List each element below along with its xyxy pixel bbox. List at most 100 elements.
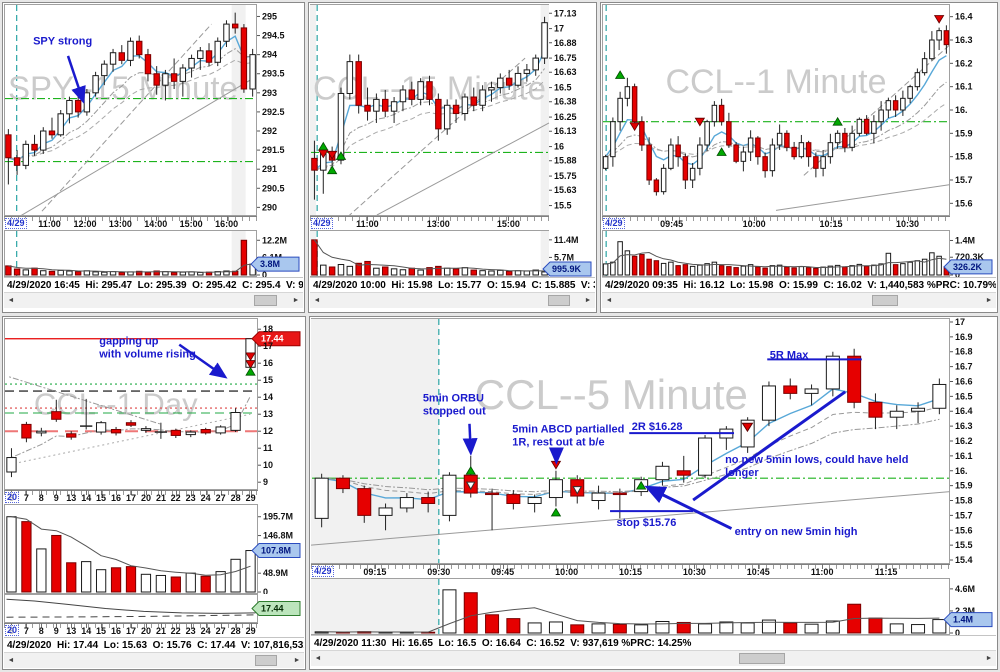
panel-spy-15min: SPY--15 Minute SPY strong 295 294.5 294 293.5…: [2, 2, 305, 313]
scroll-left-icon[interactable]: ◄: [314, 655, 322, 662]
date-link[interactable]: 4/29: [5, 218, 27, 229]
svg-text:stopped out: stopped out: [423, 406, 486, 418]
x-axis-label: 13: [66, 493, 77, 503]
x-axis-label: 10:00: [742, 219, 766, 229]
date-link[interactable]: 4/29: [603, 218, 625, 229]
moving-average-line: [605, 55, 947, 166]
x-axis-label: 10:30: [682, 567, 706, 577]
scroll-right-icon[interactable]: ►: [985, 655, 993, 662]
scroll-right-icon[interactable]: ►: [293, 657, 301, 664]
x-axis-ruler: [310, 216, 549, 221]
candles: [311, 16, 548, 200]
svg-text:995.9K: 995.9K: [552, 264, 582, 274]
trendline: [8, 376, 162, 425]
svg-text:16.1: 16.1: [955, 451, 973, 461]
svg-text:15.5: 15.5: [554, 201, 572, 211]
scroll-thumb[interactable]: [739, 653, 785, 664]
axis-price-tag: 1.4M: [943, 612, 993, 628]
indicator-chart: 17.44: [4, 594, 301, 623]
scroll-left-icon[interactable]: ◄: [313, 297, 321, 304]
svg-text:290.5: 290.5: [262, 183, 285, 193]
scroll-thumb[interactable]: [872, 295, 898, 306]
svg-text:15.88: 15.88: [554, 156, 577, 166]
price-chart: CCL--1 Minute 16.4 16.3 16.2 16.1 16. 15.9 15.8…: [602, 4, 973, 216]
x-axis-label: 11:00: [38, 219, 61, 229]
panel-ccl-5min: CCL--5 Minute 5min ORBU stopped out 5min AB…: [309, 316, 998, 670]
x-axis-label: 23: [185, 493, 196, 503]
price-chart: SPY--15 Minute SPY strong 295 294.5 294 293.5…: [4, 4, 285, 216]
svg-text:294.5: 294.5: [262, 31, 285, 41]
horizontal-scrollbar[interactable]: ◄ ►: [4, 652, 304, 668]
svg-text:gapping up: gapping up: [99, 335, 159, 347]
y-axis: 295 294.5 294 293.5 293 292.5 292 291.5 291 290.5…: [257, 11, 285, 212]
trendline: [41, 23, 212, 212]
x-axis-label: 20: [140, 626, 152, 636]
svg-text:5min ABCD partialled: 5min ABCD partialled: [512, 423, 624, 435]
price-chart: CCL--15 Minute17.131716.8816.7516.6316.5…: [310, 4, 577, 216]
x-axis-label: 20: [140, 493, 152, 503]
x-axis-label: 10:15: [819, 219, 843, 229]
x-axis-label: 8: [38, 626, 44, 636]
trendline: [775, 184, 951, 211]
horizontal-scrollbar[interactable]: ◄ ►: [310, 292, 595, 308]
axis-price-tag: 17.44: [251, 331, 301, 347]
volume-bars: [602, 241, 950, 276]
svg-text:17: 17: [554, 24, 564, 34]
price-pane: SPY--15 Minute SPY strong 295 294.5 294 293.5…: [4, 4, 303, 216]
horizontal-scrollbar[interactable]: ◄ ►: [602, 292, 996, 308]
status-bar: 4/29/2020 Hi: 17.44 Lo: 15.63 O: 15.76 C…: [4, 637, 304, 652]
svg-text:5R Max: 5R Max: [770, 350, 809, 362]
svg-text:107.8M: 107.8M: [261, 546, 291, 556]
x-axis-label: 10:00: [555, 567, 579, 577]
scroll-right-icon[interactable]: ►: [584, 297, 592, 304]
y-axis: 17.13 17 16.88 16.75 16.63 16.5 16.38 16.25 16.1…: [549, 8, 577, 211]
scroll-thumb[interactable]: [548, 295, 570, 306]
svg-text:2.3M: 2.3M: [955, 606, 975, 616]
svg-text:15.6: 15.6: [955, 198, 973, 208]
moving-average-line: [605, 102, 947, 158]
svg-text:1.4M: 1.4M: [953, 615, 973, 625]
horizontal-scrollbar[interactable]: ◄ ►: [4, 292, 303, 308]
moving-average-line: [8, 59, 253, 160]
x-axis-label: 14:00: [144, 219, 168, 229]
moving-average-line: [321, 418, 940, 493]
volume-chart: 4.6M 2.3M 0 1.4M: [311, 578, 993, 635]
moving-average-line: [605, 81, 947, 158]
horizontal-scrollbar[interactable]: ◄ ►: [311, 650, 996, 666]
svg-text:15.7: 15.7: [955, 510, 973, 520]
date-link[interactable]: 4/29: [312, 566, 334, 577]
svg-text:16.8: 16.8: [955, 347, 973, 357]
status-bar: 4/29/2020 11:30 Hi: 16.65 Lo: 16.5 O: 16…: [311, 635, 996, 650]
date-link[interactable]: 20: [5, 625, 20, 636]
axis-price-tag: 107.8M: [251, 543, 301, 559]
date-link[interactable]: 20: [5, 492, 20, 503]
svg-text:15.4: 15.4: [955, 555, 973, 564]
scroll-thumb[interactable]: [254, 295, 277, 306]
y-axis: 195.7M 146.8M 48.9M 0: [258, 512, 293, 594]
volume-chart: 195.7M 146.8M 48.9M 0 107.8M: [4, 504, 301, 594]
date-link[interactable]: 4/29: [311, 218, 333, 229]
x-axis-label: 28: [230, 493, 241, 503]
scroll-left-icon[interactable]: ◄: [7, 657, 15, 664]
scroll-thumb[interactable]: [255, 655, 277, 666]
y-axis: 11.4M 5.7M: [549, 235, 579, 262]
svg-text:17.44: 17.44: [261, 334, 284, 344]
price-pane: CCL--1 Day 17.44 gapping up with volume ri…: [4, 318, 304, 490]
scroll-left-icon[interactable]: ◄: [7, 297, 15, 304]
trade-markers: [245, 352, 256, 376]
svg-text:11.4M: 11.4M: [554, 235, 579, 245]
panel-ccl-1day: CCL--1 Day 17.44 gapping up with volume ri…: [2, 316, 306, 670]
scroll-right-icon[interactable]: ►: [292, 297, 300, 304]
scroll-right-icon[interactable]: ►: [985, 297, 993, 304]
price-pane: CCL--1 Minute 16.4 16.3 16.2 16.1 16. 15.9 15.8…: [602, 4, 996, 216]
x-axis-label: 15:00: [496, 219, 520, 229]
x-axis-label: 29: [245, 493, 256, 503]
svg-text:293.5: 293.5: [262, 69, 285, 79]
scroll-left-icon[interactable]: ◄: [605, 297, 613, 304]
svg-text:16.38: 16.38: [554, 97, 577, 107]
svg-text:12: 12: [263, 426, 273, 436]
x-axis-row: 09:45 10:00 10:15 10:30 4/29: [602, 216, 996, 230]
